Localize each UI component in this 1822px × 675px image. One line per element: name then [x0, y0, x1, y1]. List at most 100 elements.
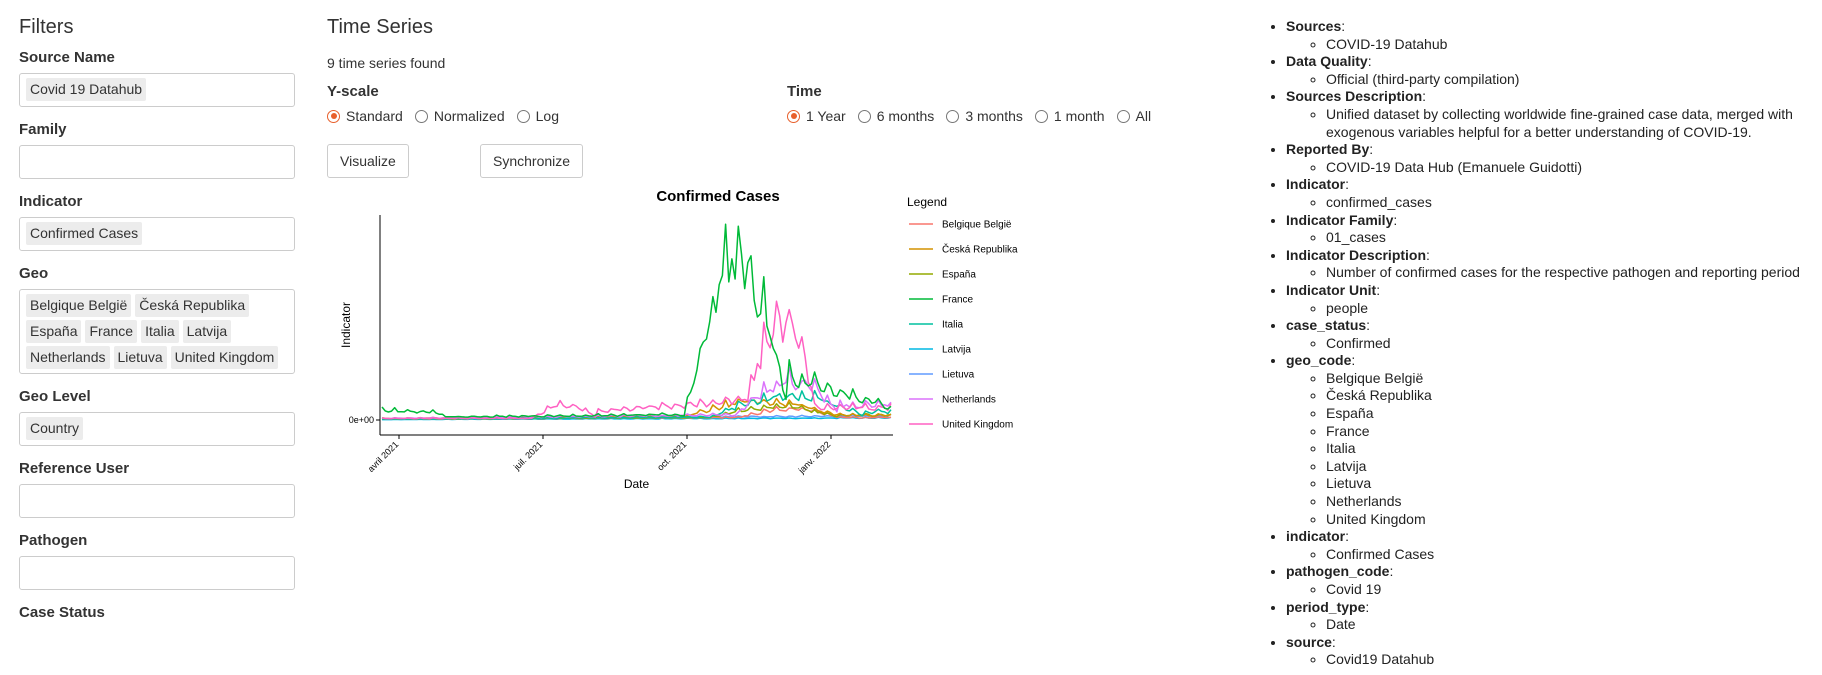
radio-label: Log [535, 108, 559, 124]
metadata-key: Indicator Description [1286, 246, 1427, 263]
selected-chip[interactable]: Latvija [182, 320, 232, 343]
metadata-value: Date [1326, 616, 1822, 634]
metadata-key: Indicator Unit [1286, 281, 1377, 298]
metadata-value: people [1326, 300, 1822, 318]
timeseries-title: Time Series [327, 16, 433, 38]
pathogen-label: Pathogen [19, 532, 88, 549]
selected-chip[interactable]: Confirmed Cases [26, 222, 143, 245]
selected-chip[interactable]: United Kingdom [170, 346, 279, 369]
yscale-radio-group: Standard Normalized Log [327, 108, 571, 124]
radio-option-6-months[interactable]: 6 months [857, 108, 934, 124]
chart-title: Confirmed Cases [656, 188, 779, 205]
metadata-key: period_type [1286, 598, 1366, 615]
radio-button-icon[interactable] [1116, 109, 1130, 123]
synchronize-button[interactable]: Synchronize [480, 144, 584, 178]
radio-button-icon[interactable] [414, 109, 428, 123]
radio-option-1-year[interactable]: 1 Year [787, 108, 846, 124]
metadata-key: Sources [1286, 18, 1342, 34]
legend-entry-label: Italia [942, 320, 964, 331]
metadata-value: Confirmed [1326, 335, 1822, 353]
case-status-label: Case Status [19, 604, 105, 621]
series-line-france [381, 223, 892, 418]
metadata-value: Netherlands [1326, 493, 1822, 511]
filter-indicator: Indicator Confirmed Cases [19, 193, 295, 251]
selected-chip[interactable]: Covid 19 Datahub [26, 78, 147, 101]
radio-option-all[interactable]: All [1116, 108, 1152, 124]
selected-chip[interactable]: Italia [141, 320, 179, 343]
y-tick-label: 0e+00 [349, 415, 374, 425]
radio-button-icon[interactable] [857, 109, 871, 123]
filters-title: Filters [19, 16, 74, 38]
legend-entry-label: Belgique België [942, 220, 1012, 231]
filter-family: Family [19, 121, 295, 179]
source-name-select[interactable]: Covid 19 Datahub [19, 73, 295, 107]
metadata-key: geo_code [1286, 352, 1352, 369]
selected-chip[interactable]: Country [26, 417, 84, 440]
metadata-item: source:Covid19 Datahub [1286, 634, 1822, 669]
metadata-value: Česká Republika [1326, 387, 1822, 405]
metadata-item: pathogen_code:Covid 19 [1286, 563, 1822, 598]
time-control: Time 1 Year 6 months 3 months 1 month All [787, 83, 1163, 124]
metadata-panel: Sources:COVID-19 DatahubData Quality:Off… [1268, 18, 1822, 669]
visualize-button[interactable]: Visualize [327, 144, 409, 178]
filters-panel: Filters Source Name Covid 19 Datahub Fam… [19, 0, 295, 635]
radio-label: 1 Year [806, 108, 846, 124]
radio-button-icon[interactable] [516, 109, 530, 123]
geo-level-label: Geo Level [19, 388, 91, 405]
metadata-item: Indicator:confirmed_cases [1286, 176, 1822, 211]
metadata-value: Lietuva [1326, 475, 1822, 493]
filter-geo: Geo Belgique België Česká Republika España… [19, 265, 295, 374]
metadata-value: Italia [1326, 440, 1822, 458]
legend-entry-label: España [942, 270, 976, 281]
metadata-key: source [1286, 633, 1332, 650]
metadata-key: Data Quality [1286, 53, 1368, 70]
time-radio-group: 1 Year 6 months 3 months 1 month All [787, 108, 1163, 124]
selected-chip[interactable]: Belgique België [26, 294, 132, 317]
metadata-item: indicator:Confirmed Cases [1286, 528, 1822, 563]
selected-chip[interactable]: France [85, 320, 138, 343]
selected-chip[interactable]: Lietuva [113, 346, 167, 369]
reference-user-select[interactable] [19, 484, 295, 518]
indicator-select[interactable]: Confirmed Cases [19, 217, 295, 251]
radio-button-icon[interactable] [1034, 109, 1048, 123]
x-tick-label: juil. 2021 [511, 439, 544, 472]
radio-button-icon[interactable] [787, 109, 800, 123]
radio-label: 1 month [1053, 108, 1105, 124]
radio-option-log[interactable]: Log [516, 108, 559, 124]
metadata-value: Belgique België [1326, 370, 1822, 388]
yscale-control: Y-scale Standard Normalized Log [327, 83, 571, 124]
geo-label: Geo [19, 265, 49, 282]
x-tick-label: janv. 2022 [796, 439, 833, 476]
geo-select[interactable]: Belgique België Česká Republika España Fran… [19, 289, 295, 374]
selected-chip[interactable]: España [26, 320, 82, 343]
radio-label: All [1135, 108, 1152, 124]
metadata-item: period_type:Date [1286, 599, 1822, 634]
family-select[interactable] [19, 145, 295, 179]
yscale-label: Y-scale [327, 83, 379, 100]
filter-pathogen: Pathogen [19, 532, 295, 590]
selected-chip[interactable]: Česká Republika [135, 294, 250, 317]
legend-entry-label: United Kingdom [942, 420, 1013, 431]
radio-button-icon[interactable] [327, 109, 340, 123]
radio-option-1-month[interactable]: 1 month [1034, 108, 1105, 124]
x-tick-label: avril 2021 [366, 439, 401, 474]
chart-axes: 0e+00 avril 2021 juil. 2021 oct. 2021 janv. … [339, 215, 893, 491]
metadata-value: France [1326, 423, 1822, 441]
metadata-key: Reported By [1286, 141, 1370, 158]
metadata-key: pathogen_code [1286, 563, 1390, 580]
radio-option-3-months[interactable]: 3 months [946, 108, 1023, 124]
filter-case-status: Case Status [19, 604, 295, 621]
radio-option-standard[interactable]: Standard [327, 108, 403, 124]
metadata-item: Indicator Unit:people [1286, 282, 1822, 317]
radio-button-icon[interactable] [946, 109, 960, 123]
pathogen-select[interactable] [19, 556, 295, 590]
metadata-value: Latvija [1326, 458, 1822, 476]
x-axis-label: Date [624, 477, 650, 491]
metadata-value: Confirmed Cases [1326, 546, 1822, 564]
radio-option-normalized[interactable]: Normalized [414, 108, 505, 124]
selected-chip[interactable]: Netherlands [26, 346, 110, 369]
legend-entry-label: France [942, 295, 974, 306]
metadata-value: Covid 19 [1326, 581, 1822, 599]
geo-level-select[interactable]: Country [19, 412, 295, 446]
